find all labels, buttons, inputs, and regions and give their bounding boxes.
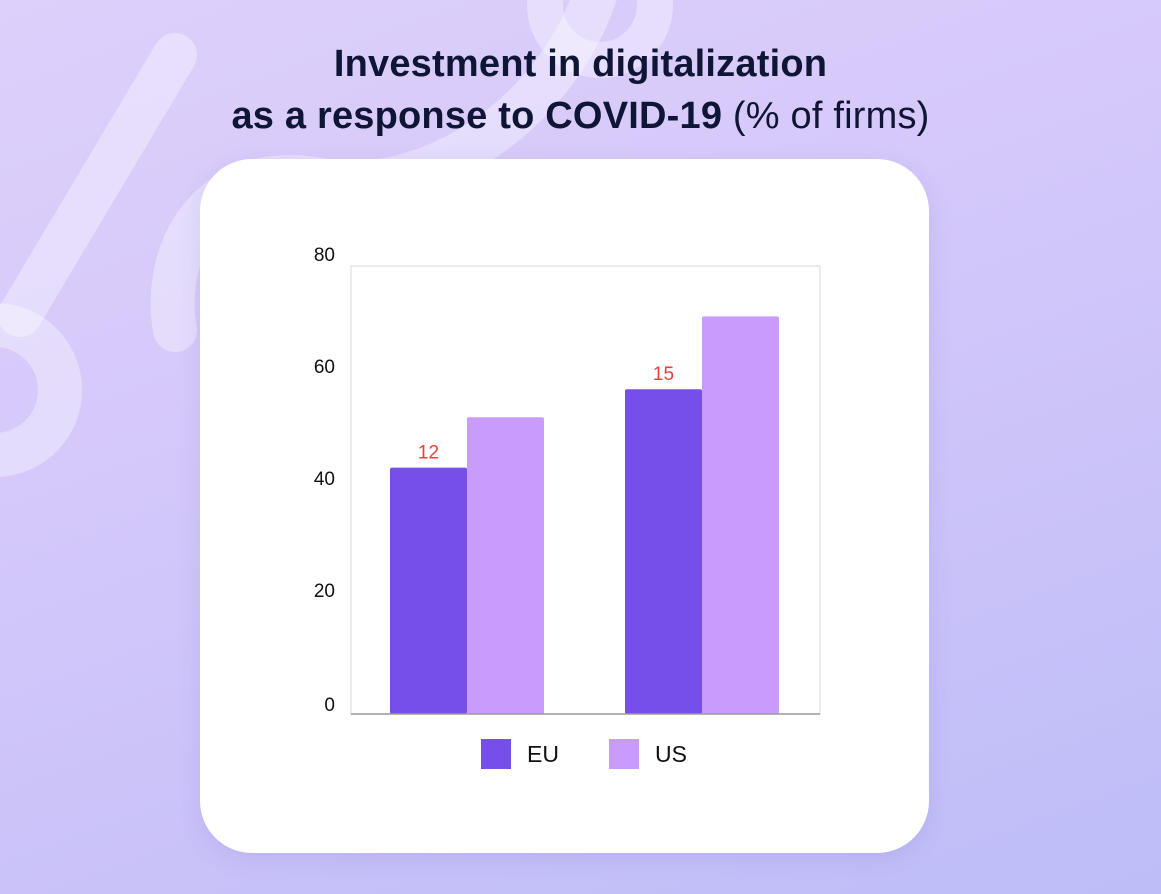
y-tick-label-0: 0 [324,695,335,716]
data-label-eu-1: 12 [418,443,439,464]
y-tick-label-40: 40 [314,469,335,490]
bar-eu-2 [625,389,702,714]
data-labels: 12 15 [418,364,674,463]
title-line-2-light: (% of firms) [722,95,930,137]
bar-us-1 [467,417,544,714]
bar-chart: 0 20 40 60 80 12 15 [314,245,821,716]
chart-card: 0 20 40 60 80 12 15 EU US [200,159,929,853]
title-line-2: as a response to COVID-19 (% of firms) [0,90,1161,142]
y-axis-ticks: 0 20 40 60 80 [314,245,335,716]
data-label-eu-2: 15 [653,364,674,385]
title-line-2-bold: as a response to COVID-19 [231,95,723,137]
title-line-1: Investment in digitalization [333,43,828,85]
y-tick-label-20: 20 [314,581,335,602]
legend-label-eu: EU [527,740,559,767]
legend: EU US [481,739,737,769]
chart-title: Investment in digitalization as a respon… [0,38,1161,142]
bar-eu-1 [390,467,467,714]
y-tick-label-60: 60 [314,357,335,378]
bar-us-2 [702,316,779,714]
legend-swatch-us [608,739,639,769]
legend-label-us: US [654,740,687,767]
legend-swatch-eu [481,739,511,769]
legend-item-us: US [608,739,687,769]
legend-item-eu: EU [481,739,559,769]
bars [390,316,779,714]
y-tick-label-80: 80 [314,245,335,266]
